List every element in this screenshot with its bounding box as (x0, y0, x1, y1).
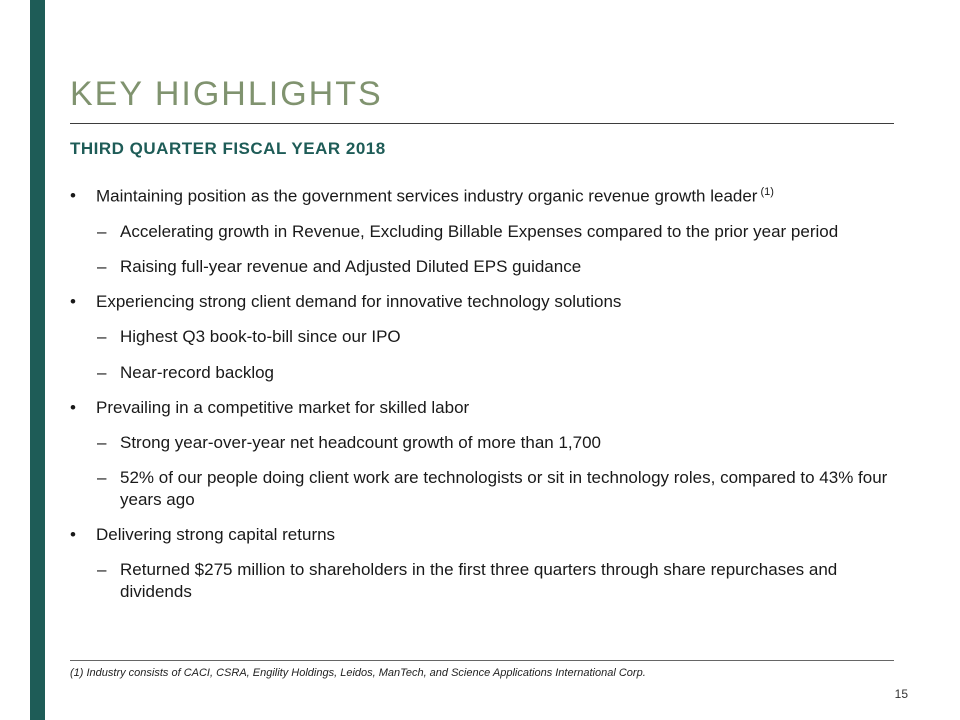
dash-marker: – (97, 257, 107, 277)
bullet-text: Delivering strong capital returns (96, 524, 336, 544)
bullet-item: • Maintaining position as the government… (70, 185, 894, 208)
slide-subtitle: THIRD QUARTER FISCAL YEAR 2018 (70, 139, 386, 159)
dash-marker: – (97, 432, 107, 452)
sub-bullet-item: – 52% of our people doing client work ar… (70, 467, 894, 511)
dash-marker: – (97, 467, 107, 487)
bullet-text: Experiencing strong client demand for in… (96, 292, 622, 312)
sub-bullet-text: Returned $275 million to shareholders in… (120, 560, 838, 602)
page-title: KEY HIGHLIGHTS (70, 75, 383, 113)
sub-bullet-item: – Near-record backlog (70, 362, 894, 384)
slide-footer: (1) Industry consists of CACI, CSRA, Eng… (70, 660, 894, 679)
sub-bullet-item: – Raising full-year revenue and Adjusted… (70, 256, 894, 278)
accent-bar (30, 0, 45, 720)
bullet-marker: • (70, 186, 76, 206)
bullet-marker: • (70, 292, 76, 312)
sub-bullet-text: Near-record backlog (120, 362, 275, 382)
sub-bullet-text: 52% of our people doing client work are … (120, 467, 888, 509)
sub-bullet-text: Raising full-year revenue and Adjusted D… (120, 257, 582, 277)
bullet-marker: • (70, 524, 76, 544)
footnote-ref: (1) (760, 186, 774, 199)
bullet-text-main: Maintaining position as the government s… (96, 187, 758, 207)
slide-content: KEY HIGHLIGHTS THIRD QUARTER FISCAL YEAR… (70, 0, 894, 616)
dash-marker: – (97, 362, 107, 382)
sub-bullet-item: – Highest Q3 book-to-bill since our IPO (70, 326, 894, 348)
bullet-item: • Delivering strong capital returns (70, 524, 894, 546)
sub-bullet-item: – Returned $275 million to shareholders … (70, 559, 894, 603)
page-number: 15 (894, 687, 908, 701)
sub-bullet-text: Strong year-over-year net headcount grow… (120, 432, 602, 452)
dash-marker: – (97, 560, 107, 580)
bullet-text: Maintaining position as the government s… (96, 185, 894, 208)
sub-bullet-item: – Strong year-over-year net headcount gr… (70, 432, 894, 454)
title-rule (70, 123, 894, 125)
sub-bullet-text: Accelerating growth in Revenue, Excludin… (120, 222, 839, 242)
bullet-marker: • (70, 397, 76, 417)
bullet-list: • Maintaining position as the government… (70, 185, 894, 603)
bullet-item: • Experiencing strong client demand for … (70, 291, 894, 313)
footnote-text: (1) Industry consists of CACI, CSRA, Eng… (70, 667, 646, 679)
dash-marker: – (97, 222, 107, 242)
sub-bullet-item: – Accelerating growth in Revenue, Exclud… (70, 221, 894, 243)
bullet-item: • Prevailing in a competitive market for… (70, 397, 894, 419)
sub-bullet-text: Highest Q3 book-to-bill since our IPO (120, 327, 401, 347)
dash-marker: – (97, 327, 107, 347)
bullet-text: Prevailing in a competitive market for s… (96, 397, 470, 417)
